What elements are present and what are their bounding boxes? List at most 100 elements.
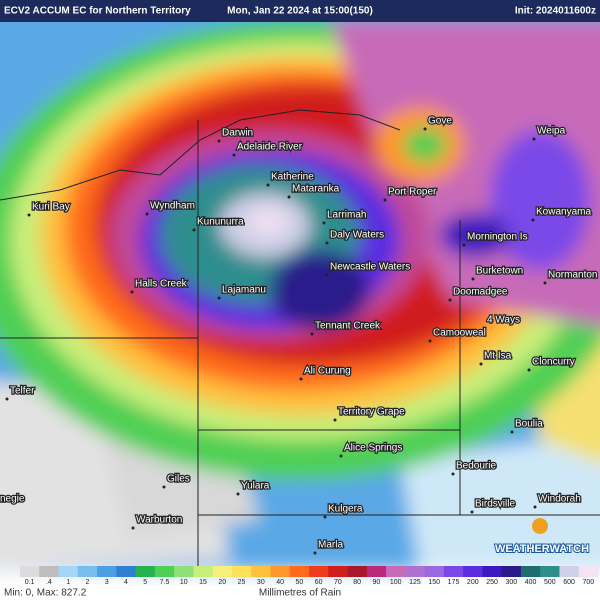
legend-label: 150 [428, 579, 440, 586]
legend-swatch [193, 566, 214, 577]
place-dot [423, 127, 427, 131]
legend-swatch [347, 566, 368, 577]
place-label: Alice Springs [344, 443, 402, 454]
place-label: Adelaide River [237, 142, 303, 153]
place-label: Normanton [548, 270, 597, 281]
header-title: ECV2 ACCUM EC for Northern Territory [4, 6, 191, 17]
legend-swatch [328, 566, 349, 577]
borders [0, 109, 600, 570]
legend-swatch [20, 566, 40, 577]
place-label: Ali Curung [304, 366, 351, 377]
place-dot [533, 505, 537, 509]
place-dot [527, 368, 531, 372]
place-dot [310, 332, 314, 336]
legend-label: 500 [544, 579, 556, 586]
place-dot [162, 485, 166, 489]
place-dot [266, 183, 270, 187]
place-label: Camooweal [433, 328, 486, 339]
legend-label: 80 [353, 579, 361, 586]
place-dot [333, 418, 337, 422]
legend-swatch [386, 566, 406, 577]
place-dot [217, 296, 221, 300]
place-dot [339, 454, 343, 458]
place-dot [313, 551, 317, 555]
legend-swatch [231, 566, 252, 577]
legend-label: 15 [199, 579, 207, 586]
legend-label: 4 [124, 579, 128, 586]
legend-swatch [520, 566, 541, 577]
legend-label: 600 [563, 579, 575, 586]
place-label: Lajamanu [222, 285, 266, 296]
legend-swatch [501, 566, 522, 577]
legend-label: 125 [409, 579, 421, 586]
place-dot [471, 277, 475, 281]
place-label: 4 Ways [487, 315, 520, 326]
place-dot [383, 198, 387, 202]
place-dot [5, 397, 9, 401]
header-bar [0, 0, 600, 22]
place-label: Gove [428, 116, 452, 127]
legend-label: 50 [295, 579, 303, 586]
legend-label: 10 [180, 579, 188, 586]
legend-swatch [154, 566, 175, 577]
legend-label: 300 [505, 579, 517, 586]
legend-label: 3 [105, 579, 109, 586]
legend-label: 400 [525, 579, 537, 586]
legend-label: 60 [315, 579, 323, 586]
legend-swatch [559, 566, 580, 577]
place-label: Port Roper [388, 187, 437, 198]
place-dot [131, 526, 135, 530]
place-dot [479, 362, 483, 366]
legend-swatch [58, 566, 79, 577]
place-label: Territory Grape [338, 407, 405, 418]
legend-label: .4 [46, 579, 52, 586]
place-label: Kununurra [197, 217, 244, 228]
legend-label: 90 [373, 579, 381, 586]
place-label: Burketown [476, 266, 523, 277]
place-dot [532, 137, 536, 141]
legend-label: 200 [467, 579, 479, 586]
legend-swatch [482, 566, 503, 577]
place-label: Boulia [515, 419, 543, 430]
legend-swatch [39, 566, 60, 577]
header-time: Mon, Jan 22 2024 at 15:00(150) [227, 6, 373, 17]
place-label: Windorah [538, 494, 581, 505]
place-dot [323, 515, 327, 519]
place-label: Kulgera [328, 504, 363, 515]
place-label: Cloncurry [532, 357, 575, 368]
place-label: negie [0, 494, 25, 505]
legend-swatch [77, 566, 98, 577]
place-dot [145, 212, 149, 216]
legend-swatch [366, 566, 387, 577]
legend-label: 40 [276, 579, 284, 586]
place-label: Mataranka [292, 184, 340, 195]
legend-title: Millimetres of Rain [259, 588, 341, 599]
legend-swatch [174, 566, 194, 577]
place-dot [451, 472, 455, 476]
legend-label: 700 [583, 579, 595, 586]
place-label: Mornington Is [467, 232, 528, 243]
place-dot [543, 281, 547, 285]
legend-swatch [424, 566, 445, 577]
legend-label: 100 [390, 579, 402, 586]
legend-swatch [97, 566, 117, 577]
place-dot [192, 228, 196, 232]
stats: Min: 0, Max: 827.2 [4, 588, 87, 599]
legend-label: 0.1 [25, 579, 35, 586]
legend-swatch [116, 566, 137, 577]
legend-swatch [270, 566, 291, 577]
place-dot [217, 139, 221, 143]
legend-swatch [135, 566, 156, 577]
place-label: Marla [318, 540, 343, 551]
legend-swatch [463, 566, 483, 577]
footer-bg [0, 585, 600, 600]
place-dot [287, 195, 291, 199]
legend-swatch [578, 566, 599, 577]
place-label: Weipa [537, 126, 566, 137]
legend-label: 5 [143, 579, 147, 586]
legend-label: 30 [257, 579, 265, 586]
place-label: Halls Creek [135, 279, 188, 290]
place-label: Giles [167, 474, 190, 485]
place-dot [448, 298, 452, 302]
